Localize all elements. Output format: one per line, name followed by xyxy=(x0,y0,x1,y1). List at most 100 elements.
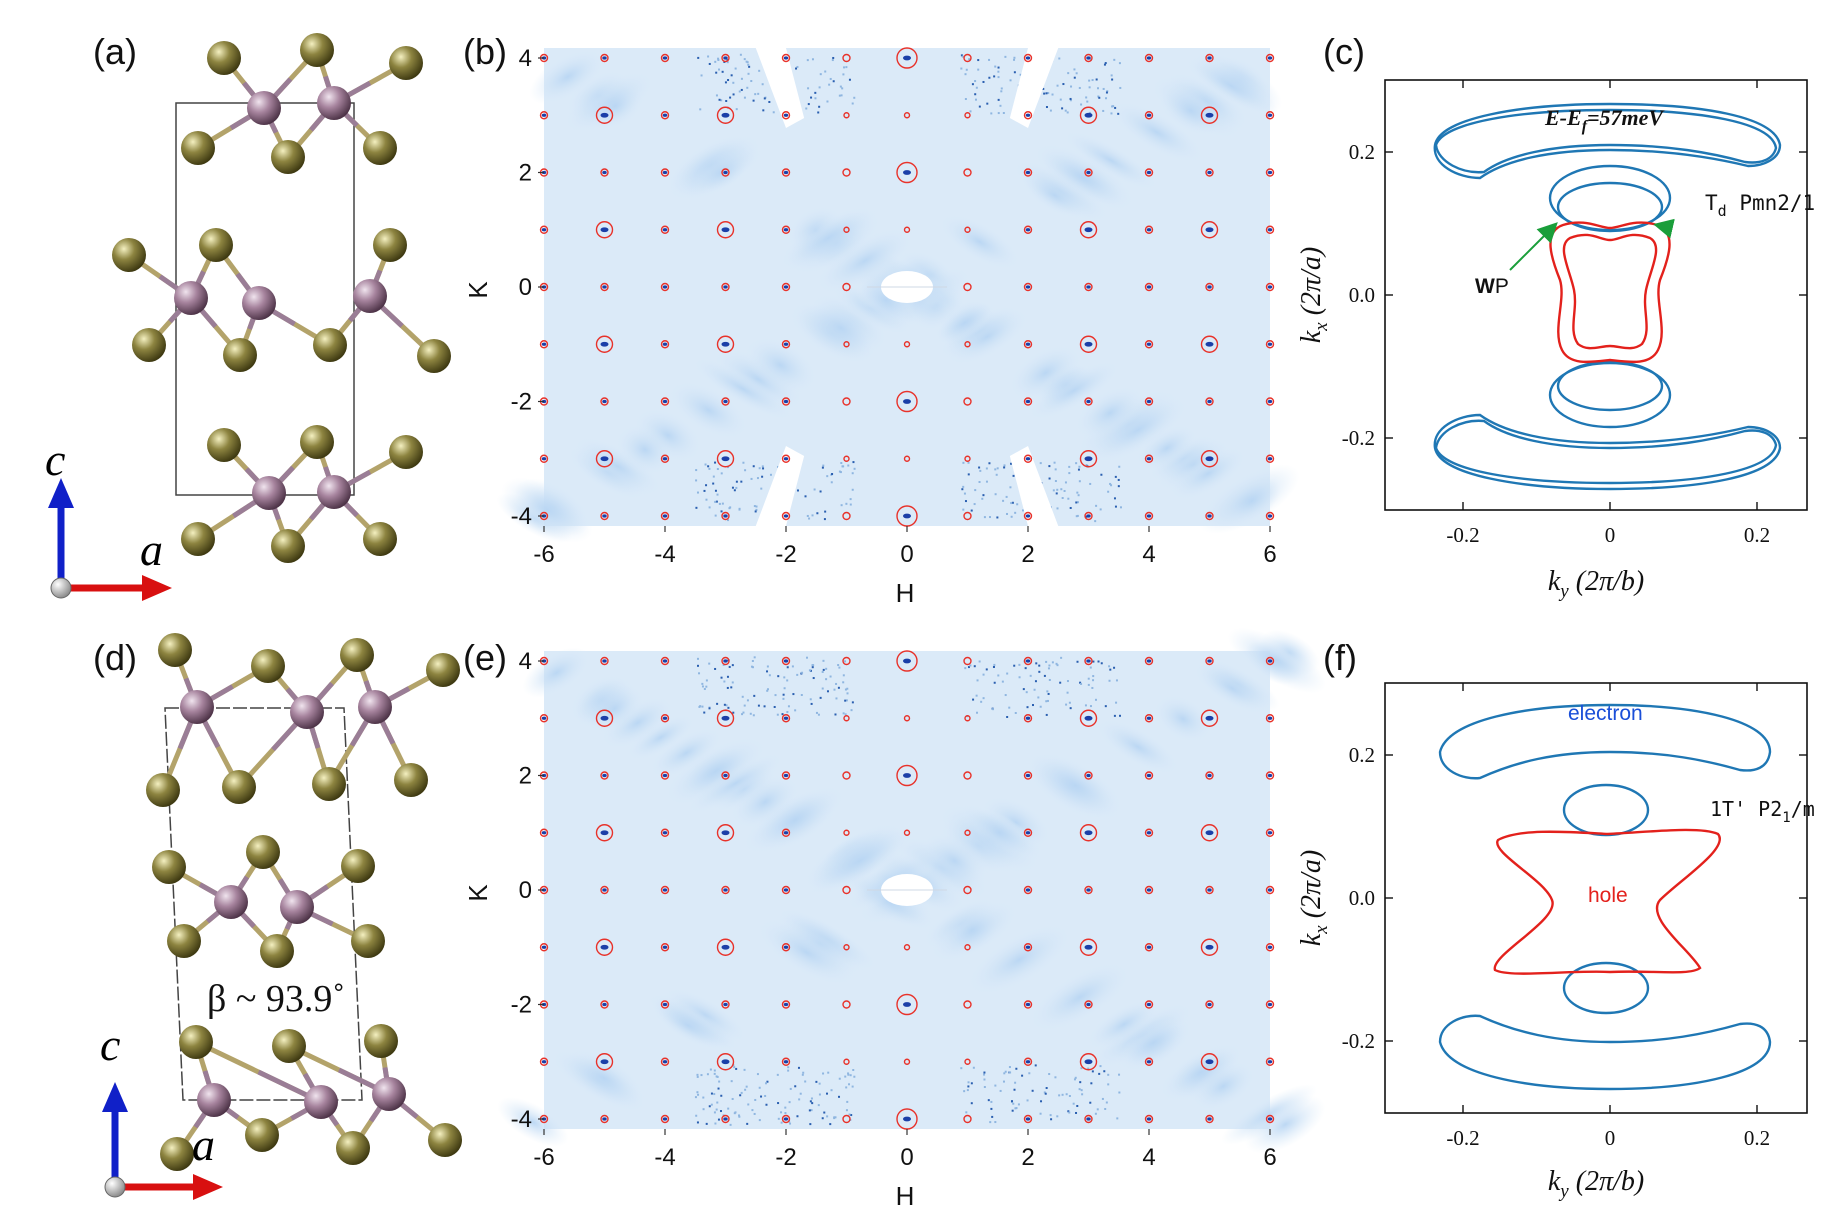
texture-blob xyxy=(615,423,675,476)
bragg-peak xyxy=(1267,945,1273,949)
c-energy-sub: f xyxy=(1582,118,1589,135)
speckle-dot xyxy=(817,111,820,114)
bragg-circle xyxy=(963,397,972,406)
speckle-dot xyxy=(760,1095,763,1098)
speckle-dot xyxy=(1099,508,1102,511)
speckle-dot xyxy=(808,669,811,672)
speckle-dot xyxy=(1065,1093,1068,1096)
speckle-dot xyxy=(762,467,765,470)
speckle-dot xyxy=(804,1080,807,1083)
speckle-dot xyxy=(848,1113,851,1116)
speckle-dot xyxy=(1067,1110,1070,1113)
x-tick-label: 0.2 xyxy=(1744,1126,1770,1150)
speckle-dot xyxy=(1005,495,1008,498)
speckle-dot xyxy=(1073,76,1076,79)
bragg-circle xyxy=(721,282,730,292)
speckle-dot xyxy=(1089,705,1092,708)
speckle-dot xyxy=(1098,1072,1101,1075)
bragg-circle xyxy=(660,943,670,952)
speckle-dot xyxy=(780,1121,783,1124)
speckle-dot xyxy=(1004,694,1007,697)
bragg-circle xyxy=(843,829,850,836)
speckle-dot xyxy=(804,495,807,498)
speckle-dot xyxy=(1097,95,1100,98)
speckle-dot xyxy=(796,673,799,676)
speckle-dot xyxy=(766,1080,769,1083)
bragg-circle xyxy=(1023,943,1033,952)
speckle-dot xyxy=(1069,99,1072,102)
speckle-dot xyxy=(783,687,786,690)
bragg-peak xyxy=(1146,457,1152,461)
bragg-circle xyxy=(721,511,730,521)
te-atom xyxy=(160,1137,194,1171)
speckle-dot xyxy=(745,1085,748,1088)
speckle-dot xyxy=(718,1080,721,1083)
texture-blob xyxy=(1120,1019,1187,1067)
speckle-dot xyxy=(707,465,710,468)
bragg-circle xyxy=(1084,656,1093,666)
a-axis-arrowhead xyxy=(193,1174,223,1200)
bragg-circle xyxy=(1265,656,1275,666)
texture-blob xyxy=(1158,1042,1244,1102)
texture-blob xyxy=(1062,130,1160,191)
bragg-circle xyxy=(595,335,614,353)
bragg-circle xyxy=(660,1114,670,1124)
speckle-dot xyxy=(808,1109,811,1112)
speckle-dot xyxy=(761,475,764,478)
bragg-peak xyxy=(600,112,609,118)
speckle-dot xyxy=(991,1115,994,1118)
speckle-dot xyxy=(717,57,720,60)
speckle-dot xyxy=(800,693,803,696)
speckle-dot xyxy=(743,58,746,61)
bragg-circle xyxy=(1205,282,1214,292)
speckle-dot xyxy=(1026,1099,1029,1102)
bragg-circle xyxy=(781,1114,791,1124)
speckle-dot xyxy=(713,1093,716,1096)
bragg-peak xyxy=(1267,342,1273,346)
speckle-dot xyxy=(1060,656,1063,659)
speckle-dot xyxy=(1105,97,1108,100)
bragg-circle xyxy=(1023,1057,1033,1066)
speckle-dot xyxy=(1069,506,1072,509)
bragg-circle xyxy=(964,455,971,462)
speckle-dot xyxy=(1013,58,1016,61)
speckle-dot xyxy=(1105,1101,1108,1104)
speckle-dot xyxy=(850,1114,853,1117)
bragg-peak xyxy=(723,888,728,892)
te-atom xyxy=(300,425,334,459)
speckle-dot xyxy=(1015,1067,1018,1070)
speckle-dot xyxy=(766,670,769,673)
speckle-dot xyxy=(726,686,729,689)
speckle-dot xyxy=(1111,105,1114,108)
bragg-circle xyxy=(595,106,614,124)
texture-blob xyxy=(501,477,593,543)
bragg-circle xyxy=(781,656,791,666)
speckle-dot xyxy=(735,480,738,483)
speckle-dot xyxy=(988,76,991,79)
bragg-peak xyxy=(1146,56,1152,60)
speckle-dot xyxy=(994,65,997,68)
bragg-circle xyxy=(843,715,850,722)
speckle-dot xyxy=(961,488,964,491)
bragg-circle xyxy=(660,511,670,521)
speckle-dot xyxy=(838,94,841,97)
speckle-dot xyxy=(705,685,708,688)
speckle-dot xyxy=(726,59,729,62)
speckle-dot xyxy=(1054,1076,1057,1079)
x-tick-label: 0 xyxy=(900,1144,913,1171)
speckle-dot xyxy=(732,711,735,714)
speckle-dot xyxy=(1076,660,1079,663)
speckle-dot xyxy=(845,1109,848,1112)
c-phase-sub: d xyxy=(1718,202,1727,220)
bragg-circle xyxy=(964,944,971,951)
y-tick-label: 0 xyxy=(519,274,532,301)
speckle-dot xyxy=(1118,465,1121,468)
speckle-dot xyxy=(1011,501,1014,504)
bragg-circle xyxy=(781,282,791,292)
speckle-dot xyxy=(819,73,822,76)
speckle-dot xyxy=(819,490,822,493)
speckle-dot xyxy=(781,713,784,716)
bragg-peak xyxy=(723,170,728,175)
x-tick-label: -6 xyxy=(533,541,554,568)
